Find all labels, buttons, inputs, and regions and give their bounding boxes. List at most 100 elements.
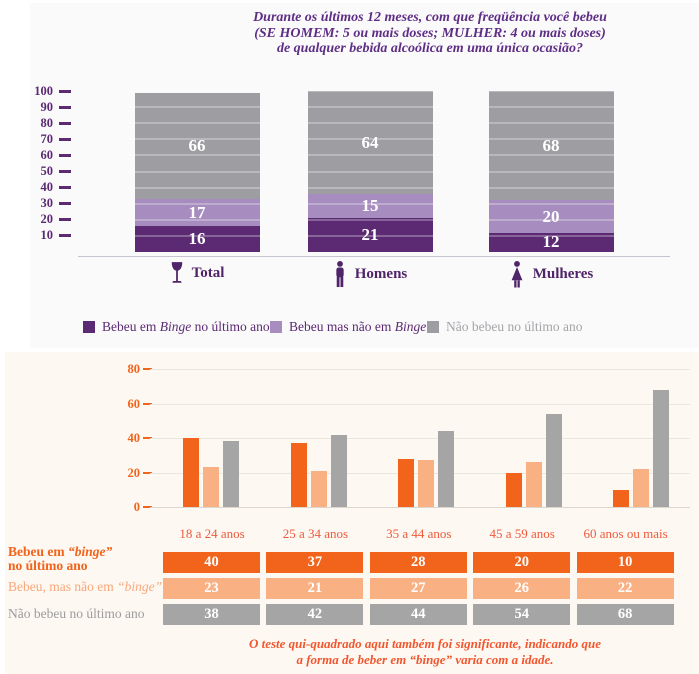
wine-glass-icon <box>171 262 182 283</box>
gridline-overlay <box>76 90 676 92</box>
bar <box>505 472 522 507</box>
table-row-label-nao-binge: Bebeu, mas não em “binge” <box>8 579 163 594</box>
gridline-overlay <box>76 202 676 205</box>
legend-label: Bebeu mas não em Binge <box>289 319 427 334</box>
table-cell: 27 <box>369 578 467 599</box>
legend-swatch-light-purple <box>270 321 282 333</box>
bar <box>653 389 670 507</box>
y-tick-label: 50 <box>40 164 54 178</box>
table-cell: 40 <box>163 552 260 573</box>
y-tick-label: 20 <box>40 212 54 227</box>
title-line-1: Durante os últimos 12 meses, com que fre… <box>253 10 607 25</box>
bar-segment: 21 <box>307 218 433 252</box>
bar <box>545 413 562 507</box>
bar <box>183 438 199 507</box>
title-line-3: de qualquer bebida alcoólica em uma únic… <box>276 41 584 56</box>
gridline-overlay <box>76 122 676 125</box>
table-cell: 68 <box>576 604 674 625</box>
y-tick-label: 90 <box>40 99 54 114</box>
y-tick-mark <box>143 506 152 508</box>
binge-by-age-panel: Bebeu em “binge” no último ano Bebeu, ma… <box>5 352 699 674</box>
category-homens: Homens <box>295 261 445 288</box>
y-tick-mark <box>59 218 71 222</box>
gridline <box>150 438 690 439</box>
table-cell: 44 <box>369 604 467 625</box>
top-chart-title: Durante os últimos 12 meses, com que fre… <box>150 10 699 57</box>
category-label: Homens <box>354 266 408 282</box>
y-tick-label: 10 <box>40 228 54 243</box>
y-tick-mark <box>143 437 152 439</box>
legend-swatch-dark-purple <box>83 321 95 333</box>
gridline-overlay <box>76 218 676 221</box>
y-tick-mark <box>59 137 71 141</box>
age-group-label: 60 anos ou mais <box>583 526 668 541</box>
legend-item-binge: Bebeu em Binge no último ano <box>83 319 270 335</box>
bar <box>330 434 347 507</box>
bar-segment: 12 <box>488 232 614 252</box>
legend-item-nao-binge: Bebeu mas não em Binge <box>270 319 426 335</box>
gridline-overlay <box>76 138 676 141</box>
bar-segment: 17 <box>134 198 260 227</box>
bar-segment: 16 <box>134 226 260 252</box>
y-tick-mark <box>59 186 71 190</box>
y-tick-label: 70 <box>40 131 54 146</box>
age-group-label: 18 a 24 anos <box>179 526 245 541</box>
y-tick-label: 60 <box>40 147 54 162</box>
bar <box>633 469 650 507</box>
category-label: Mulheres <box>532 266 594 282</box>
bar-segment: 68 <box>488 91 614 201</box>
y-tick-label: 80 <box>127 362 141 376</box>
category-total: Total <box>122 261 272 286</box>
gridline-overlay <box>76 154 676 157</box>
gridline <box>150 403 690 405</box>
y-tick-label: 30 <box>40 196 54 211</box>
table-cell: 38 <box>163 604 260 625</box>
table-cell: 26 <box>473 578 571 599</box>
note-line-2: a forma de beber em “binge” varia com a … <box>296 651 554 667</box>
y-tick-label: 100 <box>34 83 53 98</box>
table-cell: 42 <box>266 604 364 625</box>
woman-icon <box>511 261 523 288</box>
table-cell: 37 <box>266 552 364 573</box>
table-cell: 21 <box>266 578 364 599</box>
bar-stack: 68 20 12 <box>488 91 614 252</box>
bar-segment: 66 <box>134 92 260 199</box>
y-tick-label: 40 <box>127 431 141 445</box>
y-tick-mark <box>59 153 71 157</box>
bar <box>438 431 455 507</box>
y-tick-mark <box>59 234 71 238</box>
bar <box>310 470 327 507</box>
table-cell: 22 <box>576 578 674 599</box>
y-tick-label: 20 <box>127 465 141 480</box>
category-mulheres: Mulheres <box>476 261 626 288</box>
bar <box>613 489 630 507</box>
y-tick-mark <box>143 368 152 370</box>
bar <box>525 462 542 507</box>
gridline <box>150 507 690 508</box>
x-axis-line <box>78 256 670 257</box>
age-group-label: 25 a 34 anos <box>282 526 349 541</box>
y-tick-mark <box>59 121 71 125</box>
y-tick-label: 80 <box>40 115 54 130</box>
category-label: Total <box>191 265 225 281</box>
y-tick-mark <box>59 170 71 173</box>
table-cell: 20 <box>473 552 571 573</box>
note-line-1: O teste qui-quadrado aqui também foi sig… <box>248 636 602 651</box>
bar <box>418 460 435 507</box>
legend-label: Bebeu em Binge no último ano <box>102 319 270 334</box>
table-cell: 10 <box>576 552 674 573</box>
bar <box>290 443 307 507</box>
y-tick-mark <box>59 89 71 93</box>
title-line-2: (SE HOMEM: 5 ou mais doses; MULHER: 4 ou… <box>254 25 606 41</box>
chi-square-note: O teste qui-quadrado aqui também foi sig… <box>155 636 695 667</box>
age-group-label: 45 a 59 anos <box>489 526 555 541</box>
bar-stack: 64 15 21 <box>307 91 433 252</box>
table-cell: 23 <box>163 578 260 599</box>
legend-label: Não bebeu no último ano <box>446 319 583 334</box>
bar-segment: 20 <box>488 200 614 233</box>
y-tick-label: 0 <box>133 500 140 514</box>
gridline-overlay <box>76 170 676 173</box>
legend-swatch-gray <box>427 321 439 333</box>
y-tick-mark <box>59 105 71 109</box>
